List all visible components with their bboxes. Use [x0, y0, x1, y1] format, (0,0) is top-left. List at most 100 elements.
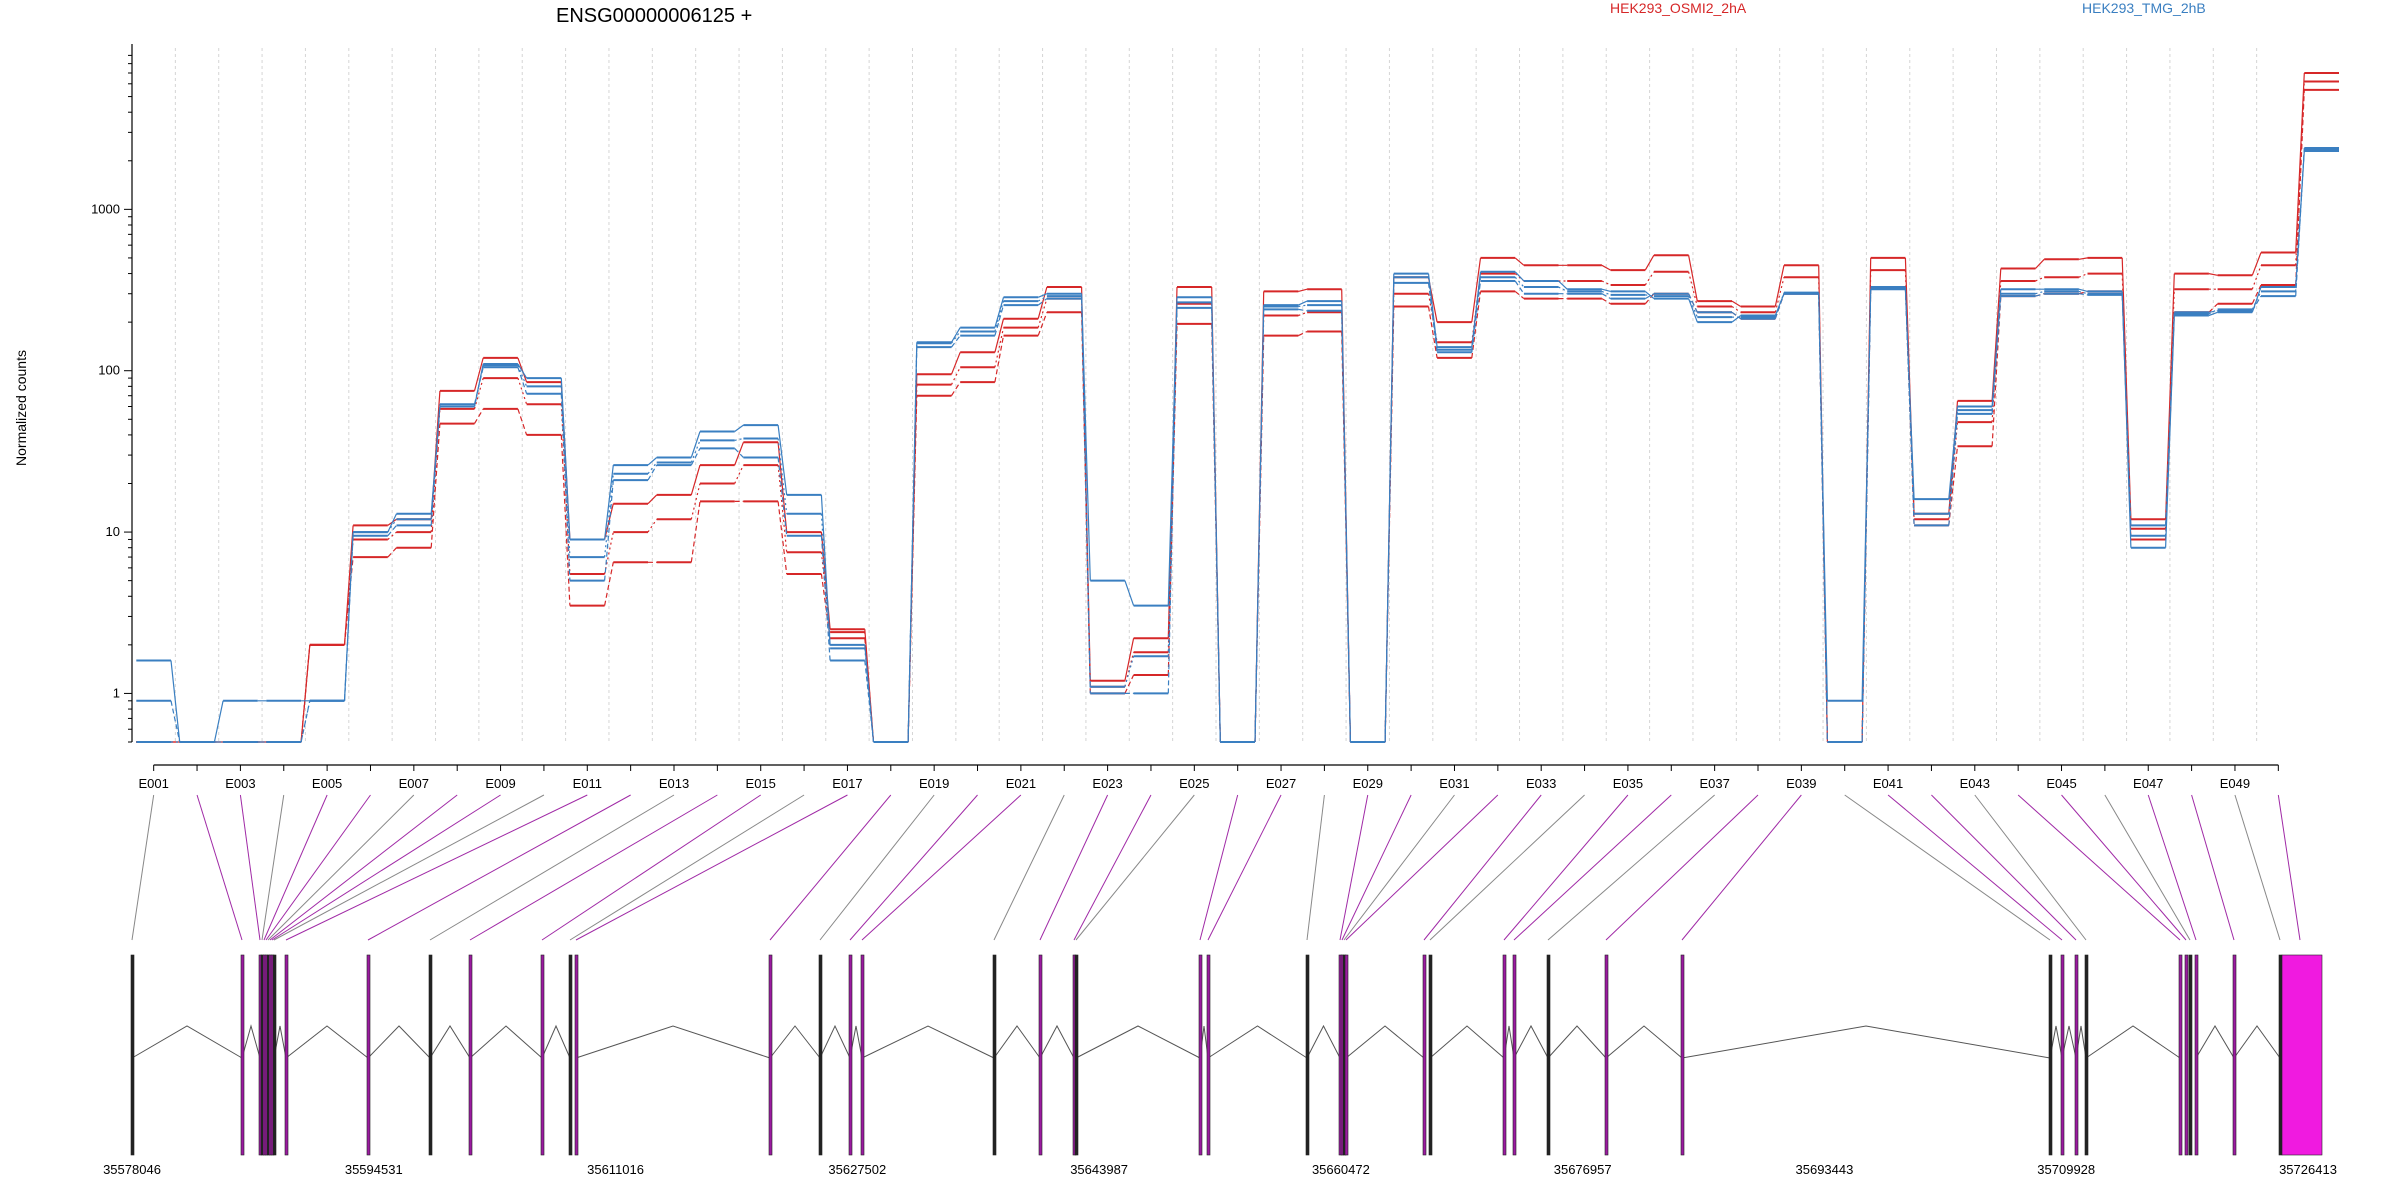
intron-line [1075, 1025, 1201, 1059]
intron-line [2195, 1025, 2235, 1059]
exon-box [2048, 954, 2053, 1156]
exon-box [818, 954, 823, 1156]
exon-connector [1547, 794, 1715, 941]
exon-tick-label: E035 [1613, 776, 1643, 791]
exon-box [1305, 954, 1310, 1156]
exon-box [1206, 954, 1211, 1156]
intron-line [131, 1025, 243, 1059]
exon-connector [1343, 794, 1455, 941]
exon-connector [267, 794, 415, 941]
genomic-coordinate-label: 35643987 [1070, 1162, 1128, 1177]
exon-box [2188, 954, 2193, 1156]
exon-tick-label: E043 [1960, 776, 1990, 791]
exon-box [1502, 954, 1507, 1156]
genomic-coordinate-label: 35578046 [103, 1162, 161, 1177]
exon-box [1604, 954, 1609, 1156]
exon-connector [271, 794, 501, 941]
exon-connector [2017, 794, 2181, 941]
exon-connector [861, 794, 1022, 941]
exon-connector [1199, 794, 1239, 941]
exon-connector [819, 794, 935, 941]
legend-item-tmg: HEK293_TMG_2hB [2082, 0, 2206, 16]
intron-line [1547, 1025, 1607, 1059]
exon-connector [2061, 794, 2187, 941]
exon-tick-label: E045 [2046, 776, 2076, 791]
exon-tick-label: E039 [1786, 776, 1816, 791]
exon-tick-label: E021 [1006, 776, 1036, 791]
exon-connector [575, 794, 848, 941]
genomic-coordinate-label: 35709928 [2037, 1162, 2095, 1177]
exon-box [130, 954, 135, 1156]
exon-connector [261, 794, 285, 941]
exon-box [992, 954, 997, 1156]
y-tick-label: 100 [98, 363, 120, 378]
exon-tick-label: E017 [832, 776, 862, 791]
series-level-line [136, 88, 2339, 743]
exon-connector [1931, 794, 2077, 941]
exon-connector [2234, 794, 2281, 941]
chart-title: ENSG00000006125 + [556, 5, 752, 27]
genomic-coordinate-label: 35693443 [1796, 1162, 1854, 1177]
exon-connector [285, 794, 588, 941]
exon-box [574, 954, 579, 1156]
exon-connector [1681, 794, 1802, 941]
exon-connector [367, 794, 631, 941]
exon-box [272, 954, 277, 1156]
y-axis-label: Normalized counts [13, 350, 29, 466]
intron-line [2085, 1025, 2181, 1059]
genomic-coordinate-label: 35627502 [828, 1162, 886, 1177]
series-connector-line [170, 147, 2305, 743]
exon-box [1546, 954, 1551, 1156]
exon-connector [239, 794, 261, 941]
exon-connector [2147, 794, 2197, 941]
intron-line [1207, 1025, 1308, 1059]
exon-connector [131, 794, 155, 941]
exon-connector [269, 794, 458, 941]
exon-box [2194, 954, 2199, 1156]
exon-tick-label: E019 [919, 776, 949, 791]
exon-connector [429, 794, 675, 941]
exon-connector [1345, 794, 1499, 941]
exon-connector [1423, 794, 1542, 941]
exon-connector [196, 794, 243, 941]
exon-tick-label: E037 [1699, 776, 1729, 791]
intron-line [285, 1025, 369, 1059]
exon-tick-label: E027 [1266, 776, 1296, 791]
series-level-line [136, 150, 2339, 743]
exon-connector [993, 794, 1065, 941]
genomic-coordinate-label: 35726413 [2279, 1162, 2337, 1177]
exon-tick-label: E049 [2220, 776, 2250, 791]
exon-connector [1887, 794, 2063, 941]
exon-tick-label: E003 [225, 776, 255, 791]
exon-tick-label: E025 [1179, 776, 1209, 791]
exon-connector [1306, 794, 1325, 941]
intron-line [469, 1025, 543, 1059]
intron-line [2233, 1025, 2281, 1059]
intron-line [241, 1024, 261, 1059]
exon-tick-label: E041 [1873, 776, 1903, 791]
y-tick-label: 1000 [91, 201, 120, 216]
intron-line [993, 1025, 1041, 1059]
exon-box [1344, 954, 1349, 1156]
exon-tick-label: E015 [746, 776, 776, 791]
exon-box [1198, 954, 1203, 1156]
intron-line [819, 1024, 851, 1059]
series-level-line [136, 147, 2339, 743]
exon-connector [1974, 794, 2087, 941]
exon-box [284, 954, 289, 1156]
series-connector-line [171, 81, 2305, 743]
exon-connector [769, 794, 892, 941]
exon-box [2281, 954, 2323, 1156]
exon-connector [2104, 794, 2191, 941]
exon-connector [1341, 794, 1412, 941]
intron-line [1306, 1024, 1341, 1059]
intron-line [1513, 1024, 1549, 1059]
exon-box [2074, 954, 2079, 1156]
intron-line [575, 1025, 771, 1059]
exon-box [2184, 954, 2189, 1156]
exon-box [240, 954, 245, 1156]
exon-box [428, 954, 433, 1156]
exon-connector [1513, 794, 1672, 941]
axes: 1 10 100 1000 E001 E003 E005 E007 E009 E011 E013 E0… [91, 44, 2279, 791]
legend-item-osmi2: HEK293_OSMI2_2hA [1610, 0, 1747, 16]
